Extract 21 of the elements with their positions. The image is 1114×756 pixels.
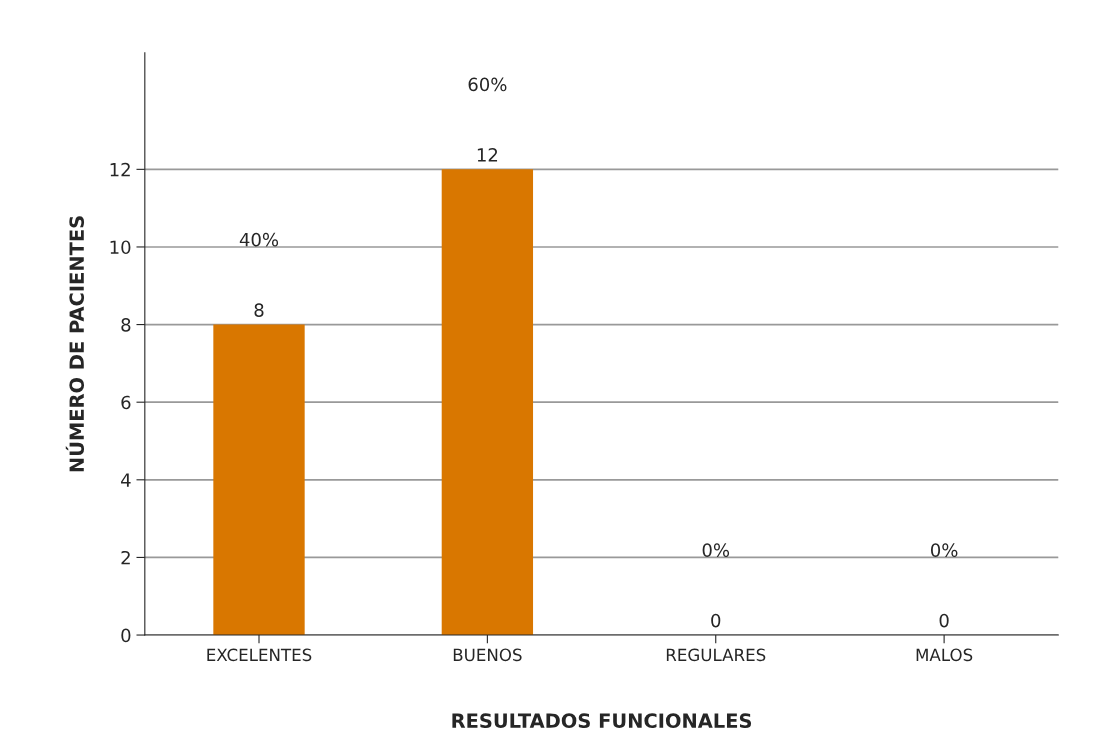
y-tick-label: 2	[121, 550, 130, 565]
y-tick-label: 8	[121, 318, 131, 332]
y-tick-label: 6	[121, 395, 131, 410]
annotation: 0%	[702, 543, 730, 557]
data-label: 8	[254, 303, 264, 317]
data-label: 0	[939, 613, 949, 628]
data-label: 0	[711, 613, 721, 628]
y-tick-label: 10	[110, 240, 131, 255]
y-tick-label: 12	[110, 162, 130, 177]
x-tick-label: MALOS	[916, 648, 973, 662]
x-axis-title: RESULTADOS FUNCIONALES	[452, 713, 752, 729]
annotation: 0%	[930, 543, 958, 557]
x-tick-label: REGULARES	[666, 648, 766, 662]
annotation: 60%	[468, 77, 507, 92]
data-label: 12	[477, 148, 498, 162]
annotation: 40%	[239, 232, 279, 247]
y-axis-title: NÚMERO DE PACIENTES	[65, 216, 85, 472]
y-tick-label: 0	[121, 628, 131, 643]
x-tick-label: EXCELENTES	[207, 648, 312, 662]
x-tick-label: BUENOS	[453, 648, 522, 662]
y-tick-label: 4	[121, 473, 131, 487]
